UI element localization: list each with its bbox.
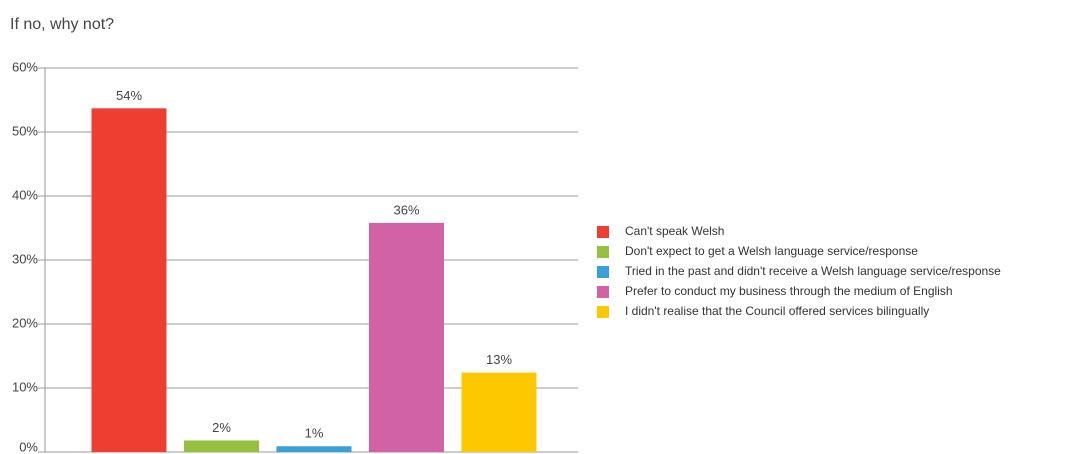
- y-tick-label: 50%: [12, 123, 38, 138]
- value-label: 36%: [393, 202, 419, 217]
- bar: [276, 446, 352, 452]
- y-tick-label: 10%: [12, 379, 38, 394]
- y-tick-label: 40%: [12, 187, 38, 202]
- y-tick-label: 30%: [12, 251, 38, 266]
- value-label: 1%: [305, 426, 324, 441]
- legend-swatch: [597, 306, 609, 318]
- legend-swatch: [597, 226, 609, 238]
- bar: [369, 222, 444, 452]
- legend-label: I didn't realise that the Council offere…: [625, 304, 929, 318]
- legend-label: Can't speak Welsh: [625, 224, 724, 238]
- bar: [91, 108, 167, 452]
- legend-swatch: [597, 246, 609, 258]
- value-label: 2%: [212, 420, 231, 435]
- bar: [461, 372, 537, 452]
- legend-label: Prefer to conduct my business through th…: [625, 284, 953, 298]
- legend-swatch: [597, 286, 609, 298]
- y-tick-label: 60%: [12, 59, 38, 74]
- value-label: 54%: [116, 88, 142, 103]
- legend-swatch: [597, 266, 609, 278]
- y-tick-label: 0%: [19, 439, 38, 454]
- legend-label: Don't expect to get a Welsh language ser…: [625, 244, 918, 258]
- value-label: 13%: [486, 352, 512, 367]
- legend-label: Tried in the past and didn't receive a W…: [625, 264, 1001, 278]
- chart-title: If no, why not?: [10, 16, 114, 33]
- bar: [184, 440, 259, 452]
- y-tick-label: 20%: [12, 315, 38, 330]
